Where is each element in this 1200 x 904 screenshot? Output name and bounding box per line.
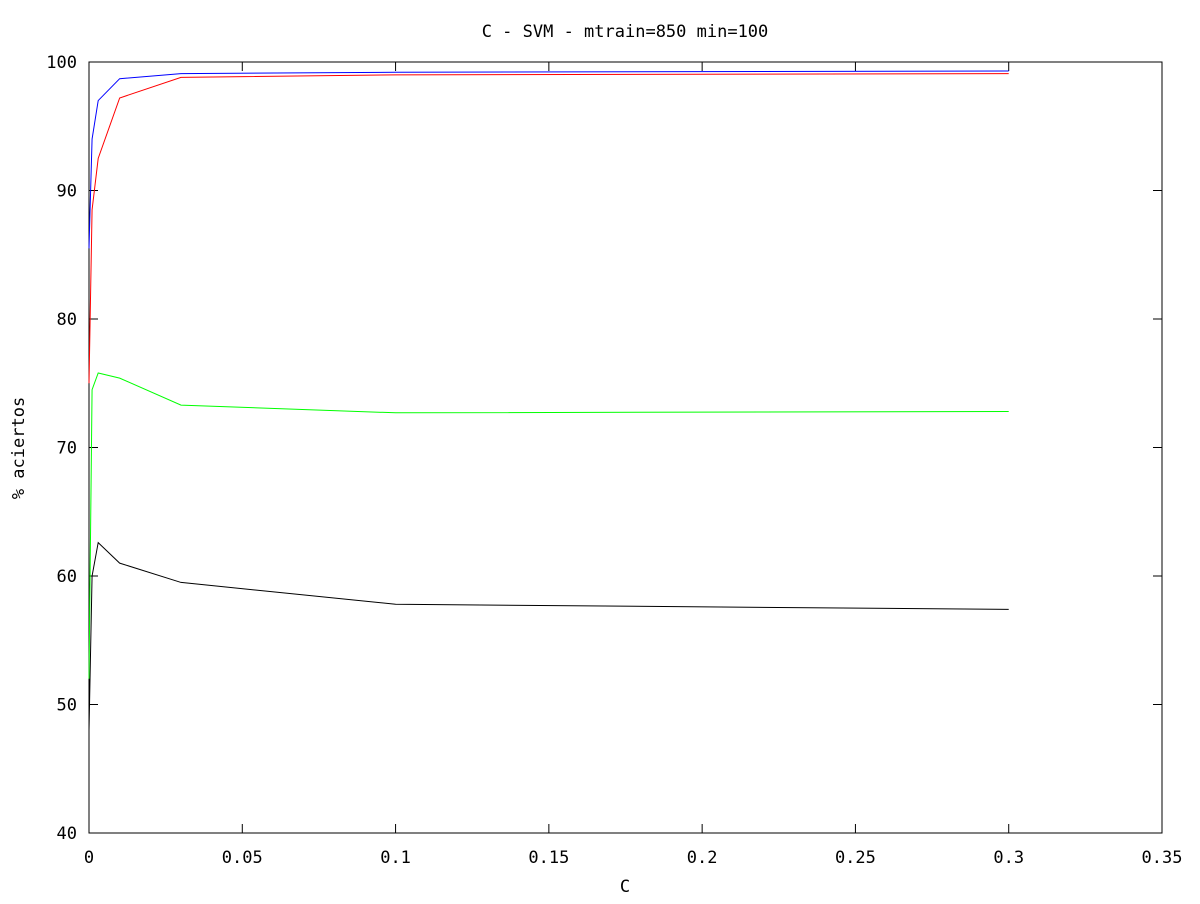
y-tick-label: 80 [57,310,77,330]
y-axis-label: % aciertos [9,397,29,499]
x-tick-label: 0.2 [687,848,718,868]
y-tick-label: 70 [57,439,77,459]
x-tick-label: 0.3 [993,848,1024,868]
x-tick-label: 0.25 [835,848,876,868]
series-line-4 [88,541,1009,731]
series-line-2 [88,73,1009,384]
x-axis-label: C [620,877,630,897]
series-line-3 [88,372,1009,679]
x-tick-label: 0 [84,848,94,868]
x-tick-label: 0.35 [1142,848,1183,868]
plot-frame [88,61,1163,834]
x-tick-label: 0.15 [528,848,569,868]
x-tick-label: 0.1 [380,848,411,868]
ticks-layer: 0 0.05 0.1 0.15 0.2 0.25 0.3 0.35 40 50 60 70 80 90 10… [46,53,1182,868]
y-tick-label: 60 [57,567,77,587]
y-tick-label: 50 [57,696,77,716]
y-tick-label: 100 [46,53,77,73]
y-tick-label: 40 [57,824,77,844]
series-line-1 [88,70,1009,249]
x-tick-label: 0.05 [222,848,263,868]
chart-title: C - SVM - mtrain=850 min=100 [482,22,769,42]
series-layer [88,70,1009,731]
y-tick-label: 90 [57,182,77,202]
